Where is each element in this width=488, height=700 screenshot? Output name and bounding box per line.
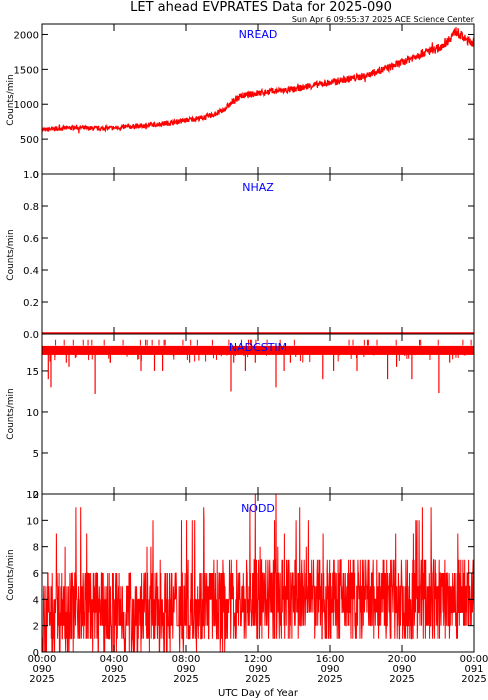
x-tick-label: 090 bbox=[32, 664, 51, 675]
panel-label-nhaz: NHAZ bbox=[242, 181, 274, 194]
chart-title: LET ahead EVPRATES Data for 2025-090 bbox=[130, 0, 392, 15]
plot-frame-nread bbox=[41, 23, 475, 175]
plot-frame-nadcstim bbox=[41, 333, 475, 495]
x-tick-label: 090 bbox=[320, 664, 339, 675]
y-tick-label-nhaz: 0.8 bbox=[23, 202, 39, 213]
panel-nhaz: NHAZ Counts/min 0.0 0.2 0.4 0.6 0.8 1.0 bbox=[6, 170, 475, 341]
y-axis-label-nread: Counts/min bbox=[6, 74, 16, 125]
y-tick-label-nodd: 10 bbox=[26, 516, 39, 527]
x-tick-label: 090 bbox=[248, 664, 267, 675]
x-tick-label: 2025 bbox=[389, 674, 414, 685]
series-line-nodd bbox=[41, 493, 475, 653]
x-tick-label: 2025 bbox=[317, 674, 342, 685]
x-tick-label: 2025 bbox=[101, 674, 126, 685]
series-band-nadcstim bbox=[42, 345, 474, 355]
series-line-nread bbox=[41, 27, 475, 134]
x-tick-label: 2025 bbox=[461, 674, 486, 685]
x-tick-label: 16:00 bbox=[316, 654, 345, 665]
y-tick-label-nadcstim: 10 bbox=[26, 408, 39, 419]
x-axis: 00:00090202504:00090202508:00090202512:0… bbox=[28, 654, 488, 685]
y-tick-label-nodd: 4 bbox=[33, 595, 39, 606]
x-tick-label: 00:00 bbox=[460, 654, 488, 665]
y-axis-label-nadcstim: Counts/min bbox=[6, 388, 16, 439]
y-tick-label-nhaz: 0.4 bbox=[23, 266, 39, 277]
data-series-nodd bbox=[41, 493, 475, 653]
y-tick-label-nadcstim: 15 bbox=[26, 367, 39, 378]
y-tick-label-nhaz: 0.2 bbox=[23, 298, 39, 309]
chart-subtitle: Sun Apr 6 09:55:37 2025 ACE Science Cent… bbox=[292, 15, 475, 24]
y-tick-label-nread: 0 bbox=[33, 170, 39, 181]
x-tick-label: 20:00 bbox=[388, 654, 417, 665]
panel-label-nodd: NODD bbox=[241, 502, 275, 515]
x-tick-label: 2025 bbox=[29, 674, 54, 685]
y-tick-label-nhaz: 1.0 bbox=[23, 170, 39, 181]
data-series-nread bbox=[41, 27, 475, 134]
x-tick-label: 04:00 bbox=[100, 654, 129, 665]
y-tick-label-nread: 500 bbox=[20, 135, 39, 146]
y-tick-label-nadcstim: 0 bbox=[33, 490, 39, 501]
x-tick-label: 090 bbox=[104, 664, 123, 675]
y-tick-label-nread: 1000 bbox=[14, 100, 39, 111]
y-tick-label-nodd: 8 bbox=[33, 543, 39, 554]
x-tick-label: 2025 bbox=[245, 674, 270, 685]
y-tick-label-nhaz: 0.0 bbox=[23, 330, 39, 341]
x-tick-label: 08:00 bbox=[172, 654, 201, 665]
x-tick-label: 091 bbox=[464, 664, 483, 675]
y-axis-label-nhaz: Counts/min bbox=[6, 229, 16, 280]
y-tick-label-nodd: 12 bbox=[26, 490, 39, 501]
panel-label-nadcstim: NADCSTIM bbox=[229, 341, 287, 354]
y-tick-label-nread: 2000 bbox=[14, 30, 39, 41]
y-tick-label-nodd: 6 bbox=[33, 569, 39, 580]
x-tick-label: 12:00 bbox=[244, 654, 273, 665]
y-tick-label-nread: 1500 bbox=[14, 65, 39, 76]
data-series-nadcstim bbox=[42, 339, 474, 394]
x-tick-label: 00:00 bbox=[28, 654, 57, 665]
x-tick-label: 090 bbox=[392, 664, 411, 675]
y-axis-label-nodd: Counts/min bbox=[6, 549, 16, 600]
x-axis-title: UTC Day of Year bbox=[218, 688, 299, 699]
y-tick-label-nadcstim: 5 bbox=[33, 449, 39, 460]
panel-nread: NREAD Counts/min 0 500 1000 1500 2000 bbox=[6, 23, 475, 181]
y-tick-label-nodd: 0 bbox=[33, 648, 39, 659]
panel-nodd: NODD Counts/min 0 2 4 6 8 10 12 bbox=[6, 490, 475, 659]
panel-nadcstim: Counts/min 0 5 10 15 bbox=[6, 333, 475, 501]
x-tick-label: 090 bbox=[176, 664, 195, 675]
x-tick-label: 2025 bbox=[173, 674, 198, 685]
plot-frame-nhaz bbox=[41, 173, 475, 335]
panel-label-nread: NREAD bbox=[239, 28, 278, 41]
y-tick-label-nhaz: 0.6 bbox=[23, 234, 39, 245]
y-tick-label-nodd: 2 bbox=[33, 622, 39, 633]
